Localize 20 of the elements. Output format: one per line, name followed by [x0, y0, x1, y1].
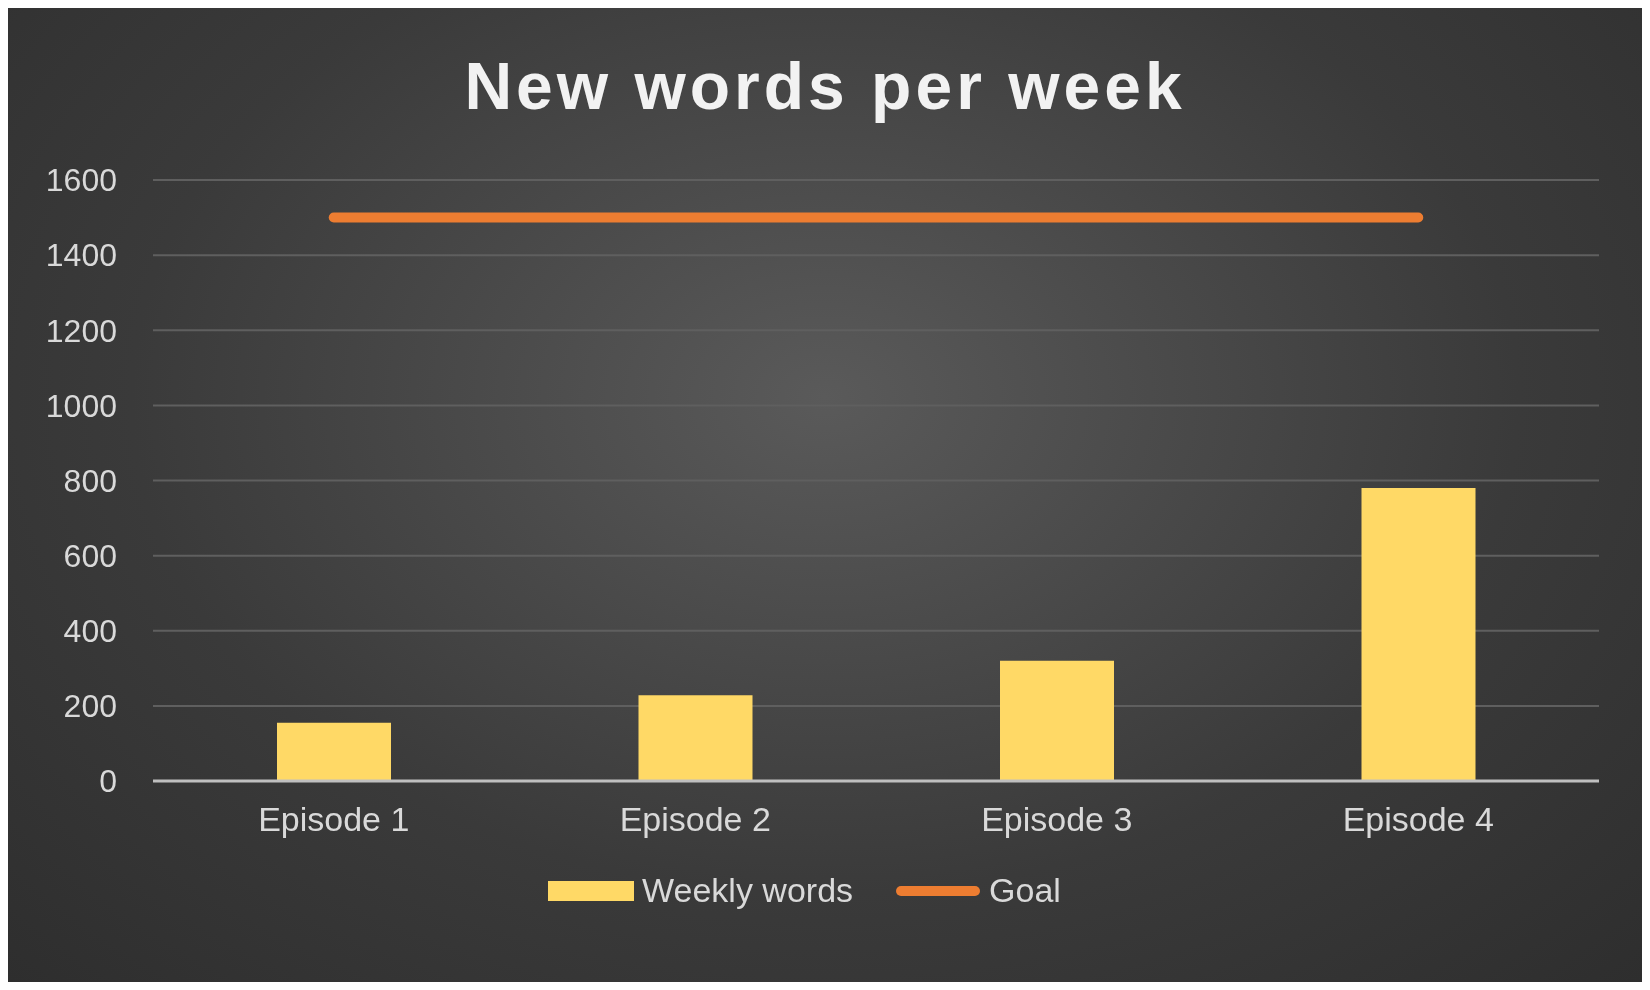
y-tick-label: 1200	[45, 312, 117, 349]
x-tick-label: Episode 3	[981, 800, 1133, 839]
bar	[1361, 488, 1476, 781]
bar	[277, 722, 391, 781]
y-tick-label: 800	[63, 462, 117, 499]
y-tick-label: 600	[63, 537, 117, 574]
legend-label: Goal	[989, 871, 1061, 910]
bar	[638, 695, 753, 781]
y-tick-label: 400	[63, 613, 117, 650]
x-tick-label: Episode 4	[1342, 800, 1494, 839]
y-tick-label: 1600	[45, 162, 117, 199]
chart-title: New words per week	[463, 48, 1187, 124]
legend-label: Weekly words	[642, 871, 854, 910]
y-tick-label: 0	[99, 763, 117, 800]
x-tick-label: Episode 2	[619, 800, 771, 839]
y-tick-label: 1000	[45, 387, 117, 424]
bar	[1000, 660, 1114, 781]
x-tick-label: Episode 1	[258, 800, 410, 839]
y-tick-label: 1400	[45, 237, 117, 274]
y-tick-label: 200	[63, 688, 117, 725]
